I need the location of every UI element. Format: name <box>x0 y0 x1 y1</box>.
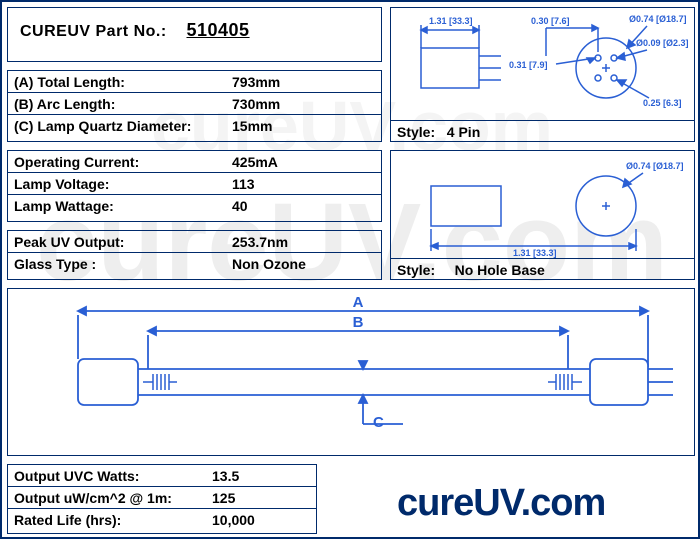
spec-a-value: 793mm <box>228 74 280 90</box>
label-b: B <box>353 314 364 331</box>
dim-d009: Ø0.09 [Ø2.3] <box>636 38 689 48</box>
dims-cell: (A) Total Length: 793mm (B) Arc Length: … <box>7 70 382 142</box>
style-nohole-value: No Hole Base <box>455 262 545 278</box>
style-4pin-prefix: Style: <box>397 124 435 140</box>
style-4pin-svg: 1.31 [33.3] 0.30 [7.6] 0.31 [7.9] <box>391 8 696 120</box>
part-no-prefix: CUREUV Part No.: <box>20 23 167 40</box>
spec-b-value: 730mm <box>228 96 280 112</box>
style-4pin-value: 4 Pin <box>447 124 480 140</box>
spec-current-value: 425mA <box>228 154 278 170</box>
label-a: A <box>353 294 364 311</box>
spec-uvc-label: Output UVC Watts: <box>8 468 208 484</box>
spec-uw-value: 125 <box>208 490 235 506</box>
spec-current-label: Operating Current: <box>8 154 228 170</box>
style-4pin-cell: 1.31 [33.3] 0.30 [7.6] 0.31 [7.9] <box>390 7 695 142</box>
spec-c-value: 15mm <box>228 118 272 134</box>
spec-sheet: cureUV.com cureUV.com CUREUV Part No.: 5… <box>0 0 700 539</box>
spec-b-label: (B) Arc Length: <box>8 96 228 112</box>
dim-131: 1.31 [33.3] <box>429 16 473 26</box>
header-title: CUREUV Part No.: 510405 <box>8 8 381 41</box>
dim-031: 0.31 [7.9] <box>509 60 548 70</box>
elec-cell: Operating Current: 425mA Lamp Voltage: 1… <box>7 150 382 222</box>
dim-030: 0.30 [7.6] <box>531 16 570 26</box>
brand-logo: cureUV.com <box>397 482 605 525</box>
spec-glass-label: Glass Type : <box>8 256 228 272</box>
lamp-svg: A B <box>8 289 696 457</box>
dim-025: 0.25 [6.3] <box>643 98 682 108</box>
spec-uw-label: Output uW/cm^2 @ 1m: <box>8 490 208 506</box>
dim-nh-074: Ø0.74 [Ø18.7] <box>626 161 684 171</box>
label-c: C <box>373 414 384 431</box>
spec-voltage-label: Lamp Voltage: <box>8 176 228 192</box>
spec-a-label: (A) Total Length: <box>8 74 228 90</box>
spec-glass-value: Non Ozone <box>228 256 306 272</box>
uv-cell: Peak UV Output: 253.7nm Glass Type : Non… <box>7 230 382 280</box>
dim-nh-131: 1.31 [33.3] <box>513 248 557 258</box>
spec-life-value: 10,000 <box>208 512 255 528</box>
bottom-specs-cell: Output UVC Watts: 13.5 Output uW/cm^2 @ … <box>7 464 317 534</box>
spec-voltage-value: 113 <box>228 176 255 192</box>
spec-uvc-value: 13.5 <box>208 468 239 484</box>
spec-peak-label: Peak UV Output: <box>8 234 228 250</box>
spec-wattage-label: Lamp Wattage: <box>8 198 228 214</box>
dim-d074: Ø0.74 [Ø18.7] <box>629 14 687 24</box>
style-nohole-cell: 1.31 [33.3] Ø0.74 [Ø18.7] Style: No Hole… <box>390 150 695 280</box>
part-no: 510405 <box>186 20 249 40</box>
spec-c-label: (C) Lamp Quartz Diameter: <box>8 118 228 134</box>
spec-wattage-value: 40 <box>228 198 248 214</box>
style-nohole-prefix: Style: <box>397 262 435 278</box>
lamp-diagram-cell: A B <box>7 288 695 456</box>
spec-life-label: Rated Life (hrs): <box>8 512 208 528</box>
spec-peak-value: 253.7nm <box>228 234 288 250</box>
header-cell: CUREUV Part No.: 510405 <box>7 7 382 62</box>
style-nohole-svg: 1.31 [33.3] Ø0.74 [Ø18.7] <box>391 151 696 258</box>
